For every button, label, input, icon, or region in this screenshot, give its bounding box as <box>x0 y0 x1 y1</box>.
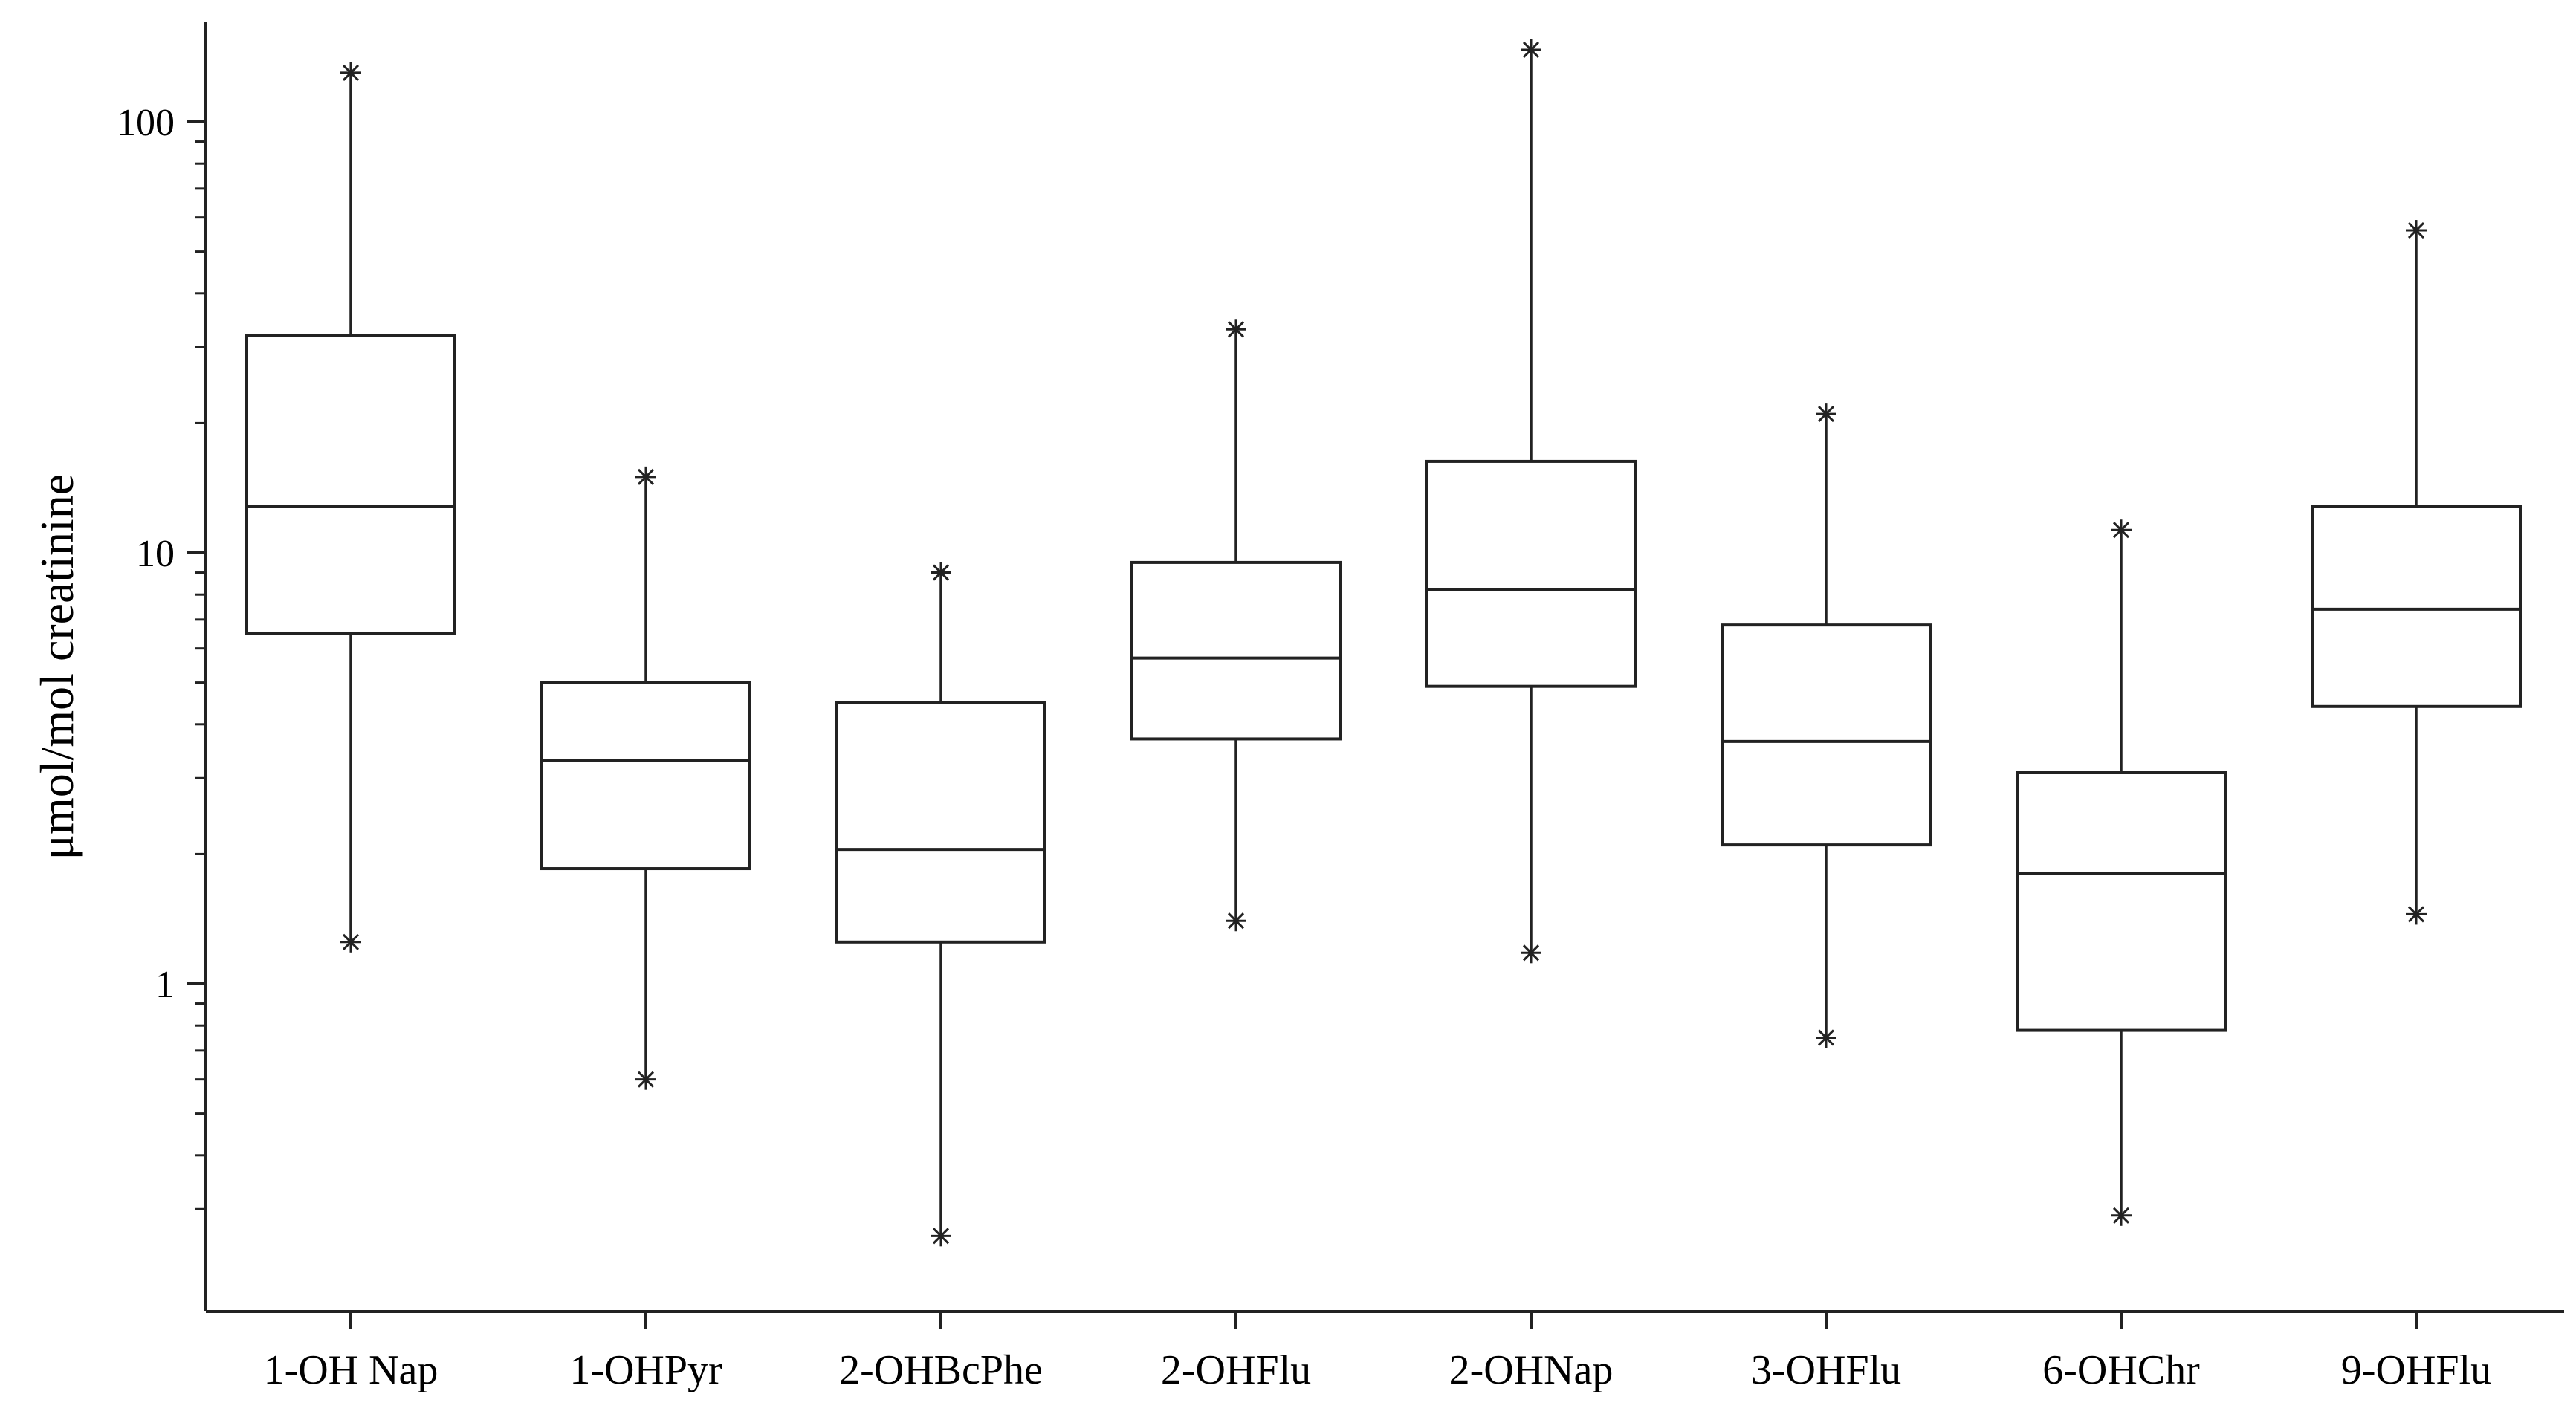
marker-stroke <box>2112 1207 2130 1224</box>
marker-stroke <box>2407 906 2425 923</box>
x-category-label: 1-OHPyr <box>569 1347 722 1393</box>
marker-stroke <box>1817 406 1835 423</box>
axes: 1 10 100 <box>117 22 2564 1329</box>
x-category-label: 1-OH Nap <box>264 1347 438 1393</box>
box-iqr <box>2311 505 2522 708</box>
lower-whisker-marker <box>1226 910 1246 932</box>
upper-whisker-marker <box>1816 403 1836 425</box>
x-category-label: 2-OHBcPhe <box>839 1347 1043 1393</box>
upper-whisker-marker <box>1226 319 1246 340</box>
marker-stroke <box>342 933 360 950</box>
marker-stroke <box>2112 522 2130 539</box>
box-plot-item <box>1130 319 1342 932</box>
lower-whisker-marker <box>2406 904 2427 925</box>
upper-whisker-marker <box>2111 519 2132 541</box>
lower-whisker-marker <box>635 1069 656 1090</box>
marker-stroke <box>932 1228 950 1245</box>
marker-stroke <box>1227 912 1245 930</box>
x-category-label: 2-OHFlu <box>1161 1347 1311 1393</box>
upper-whisker-marker <box>1521 39 1541 60</box>
box-plot-item <box>540 466 751 1090</box>
x-category-label: 3-OHFlu <box>1751 1347 1901 1393</box>
box-plot-item <box>835 562 1046 1247</box>
box-iqr <box>835 701 1046 944</box>
lower-whisker-marker <box>1816 1027 1836 1048</box>
x-category-label: 2-OHNap <box>1449 1347 1614 1393</box>
marker-stroke <box>342 64 360 81</box>
box-plot-item <box>2311 220 2522 925</box>
upper-whisker-marker <box>635 466 656 487</box>
box-plot-item <box>1425 39 1637 964</box>
box-plot-item <box>1721 403 1932 1048</box>
labels: μmol/mol creatinine 1-OH Nap 1-OHPyr 2-OHB… <box>30 474 2491 1393</box>
lower-whisker-marker <box>931 1225 951 1247</box>
box-iqr <box>2016 771 2227 1032</box>
y-axis-title: μmol/mol creatinine <box>30 474 83 860</box>
lower-whisker-marker <box>1521 942 1541 964</box>
box-iqr <box>1425 459 1637 688</box>
marker-stroke <box>1522 41 1540 59</box>
box-iqr <box>540 681 751 871</box>
marker-stroke <box>1522 944 1540 962</box>
upper-whisker-marker <box>2406 220 2427 241</box>
upper-whisker-marker <box>340 62 361 83</box>
marker-stroke <box>932 564 950 581</box>
x-category-label: 6-OHChr <box>2042 1347 2200 1393</box>
lower-whisker-marker <box>340 931 361 953</box>
box-iqr <box>1130 560 1342 741</box>
y-tick-label: 10 <box>136 533 175 575</box>
x-category-label: 9-OHFlu <box>2341 1347 2491 1393</box>
box-plot-item <box>2016 519 2227 1226</box>
marker-stroke <box>637 1071 655 1088</box>
box-plot-item <box>245 62 456 953</box>
box-iqr <box>1721 623 1932 847</box>
boxes <box>245 39 2522 1247</box>
y-tick-label: 1 <box>155 964 175 1006</box>
marker-stroke <box>637 468 655 485</box>
lower-whisker-marker <box>2111 1204 2132 1226</box>
marker-stroke <box>2407 221 2425 239</box>
marker-stroke <box>1817 1029 1835 1046</box>
upper-whisker-marker <box>931 562 951 583</box>
marker-stroke <box>1227 321 1245 338</box>
box-iqr <box>245 334 456 635</box>
y-tick-label: 100 <box>117 102 175 144</box>
